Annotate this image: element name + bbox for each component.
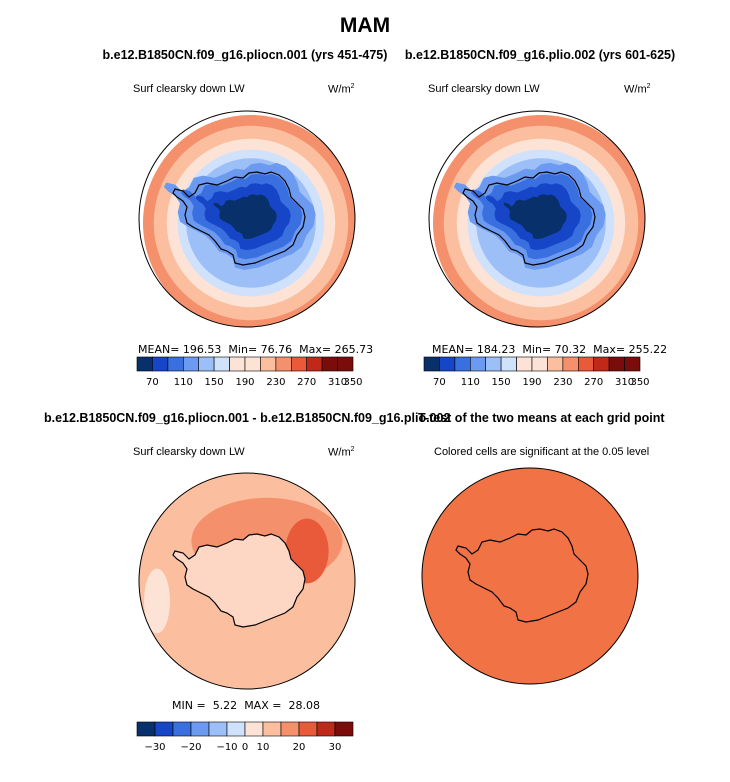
panel2-title: b.e12.B1850CN.f09_g16.plio.002 (yrs 601-… (404, 48, 676, 62)
colorbar-box (334, 721, 354, 737)
panel2-units: W/m2 (624, 83, 651, 96)
panel3-map (138, 472, 356, 690)
colorbar-tick-label: 150 (492, 377, 511, 388)
colorbar-tick-label: 70 (146, 377, 159, 388)
colorbar-box (577, 356, 594, 372)
colorbar-box (260, 356, 277, 372)
panel1-variable: Surf clearsky down LW (133, 83, 245, 95)
colorbar-tick-label: 270 (297, 377, 316, 388)
colorbar-box (485, 356, 502, 372)
panel3-title: b.e12.B1850CN.f09_g16.pliocn.001 - b.e12… (44, 411, 451, 425)
colorbar-box (516, 356, 533, 372)
coastline (172, 171, 306, 266)
colorbar-tick-label: 190 (522, 377, 541, 388)
figure-title: MAM (339, 14, 391, 37)
colorbar-box (321, 356, 338, 372)
colorbar-box (136, 721, 156, 737)
colorbar-tick-label: 150 (205, 377, 224, 388)
colorbar-box (624, 356, 641, 372)
colorbar-tick-label: 350 (630, 377, 649, 388)
panel3-colorbar: −30 −20 −10 0 10 20 30 (136, 721, 354, 753)
panel2-map (428, 110, 646, 328)
coastline (462, 171, 596, 266)
colorbar-tick-label: 270 (584, 377, 603, 388)
colorbar-tick-label: 310 (328, 377, 347, 388)
panel1-units: W/m2 (328, 83, 355, 96)
panel2-variable: Surf clearsky down LW (428, 83, 540, 95)
colorbar-box (152, 356, 169, 372)
panel1-title: b.e12.B1850CN.f09_g16.pliocn.001 (yrs 45… (102, 48, 388, 62)
colorbar-box (229, 356, 246, 372)
colorbar-box (275, 356, 292, 372)
panel1-stats: MEAN= 196.53 Min= 76.76 Max= 265.73 (138, 343, 374, 356)
colorbar-box (183, 356, 200, 372)
colorbar-tick-label: −20 (180, 742, 201, 753)
panel3-variable: Surf clearsky down LW (133, 446, 245, 458)
colorbar-box (280, 721, 300, 737)
map-boundary (138, 110, 356, 328)
colorbar-box (213, 356, 230, 372)
coastline (172, 533, 306, 628)
colorbar-box (298, 721, 318, 737)
coastline (455, 528, 589, 623)
colorbar-box (190, 721, 210, 737)
colorbar-box (208, 721, 228, 737)
colorbar-box (454, 356, 471, 372)
colorbar-box (136, 356, 153, 372)
colorbar-tick-label: 310 (615, 377, 634, 388)
significance-field (421, 467, 639, 685)
colorbar-box (469, 356, 486, 372)
colorbar-box (290, 356, 307, 372)
colorbar-tick-label: 350 (343, 377, 362, 388)
colorbar-box (244, 721, 264, 737)
colorbar-tick-label: 110 (461, 377, 480, 388)
colorbar-box (198, 356, 215, 372)
colorbar-tick-label: 30 (329, 742, 342, 753)
colorbar-box (337, 356, 354, 372)
colorbar-tick-label: 20 (293, 742, 306, 753)
colorbar-tick-label: 230 (553, 377, 572, 388)
colorbar-box (562, 356, 579, 372)
colorbar-box (608, 356, 625, 372)
colorbar-tick-label: 70 (433, 377, 446, 388)
colorbar-tick-label: −10 (216, 742, 237, 753)
colorbar-box (262, 721, 282, 737)
colorbar-box (593, 356, 610, 372)
land-field (173, 534, 305, 627)
panel4-title: T-test of the two means at each grid poi… (418, 411, 665, 425)
colorbar-box (439, 356, 456, 372)
panel4-note: Colored cells are significant at the 0.0… (434, 446, 650, 458)
field-level-3 (213, 194, 277, 240)
colorbar-tick-label: 110 (174, 377, 193, 388)
colorbar-box (306, 356, 323, 372)
colorbar-box (154, 721, 174, 737)
panel4-map (421, 467, 639, 685)
colorbar-tick-label: −30 (144, 742, 165, 753)
colorbar-box (244, 356, 261, 372)
colorbar-box (226, 721, 246, 737)
colorbar-box (500, 356, 517, 372)
colorbar-tick-label: 190 (235, 377, 254, 388)
colorbar-box (423, 356, 440, 372)
map-boundary (138, 472, 356, 690)
colorbar-tick-label: 230 (266, 377, 285, 388)
panel1-map (138, 110, 356, 328)
field-min-west (144, 568, 170, 634)
colorbar-box (531, 356, 548, 372)
colorbar-box (172, 721, 192, 737)
field-level-3 (503, 194, 567, 240)
colorbar-tick-label: 0 (242, 742, 248, 753)
panel3-units: W/m2 (328, 446, 355, 459)
map-boundary (428, 110, 646, 328)
panel3-stats: MIN = 5.22 MAX = 28.08 (172, 699, 320, 712)
colorbar-box (167, 356, 184, 372)
panel2-stats: MEAN= 184.23 Min= 70.32 Max= 255.22 (432, 343, 668, 356)
colorbar-box (316, 721, 336, 737)
colorbar-tick-label: 10 (257, 742, 270, 753)
colorbar-box (547, 356, 564, 372)
